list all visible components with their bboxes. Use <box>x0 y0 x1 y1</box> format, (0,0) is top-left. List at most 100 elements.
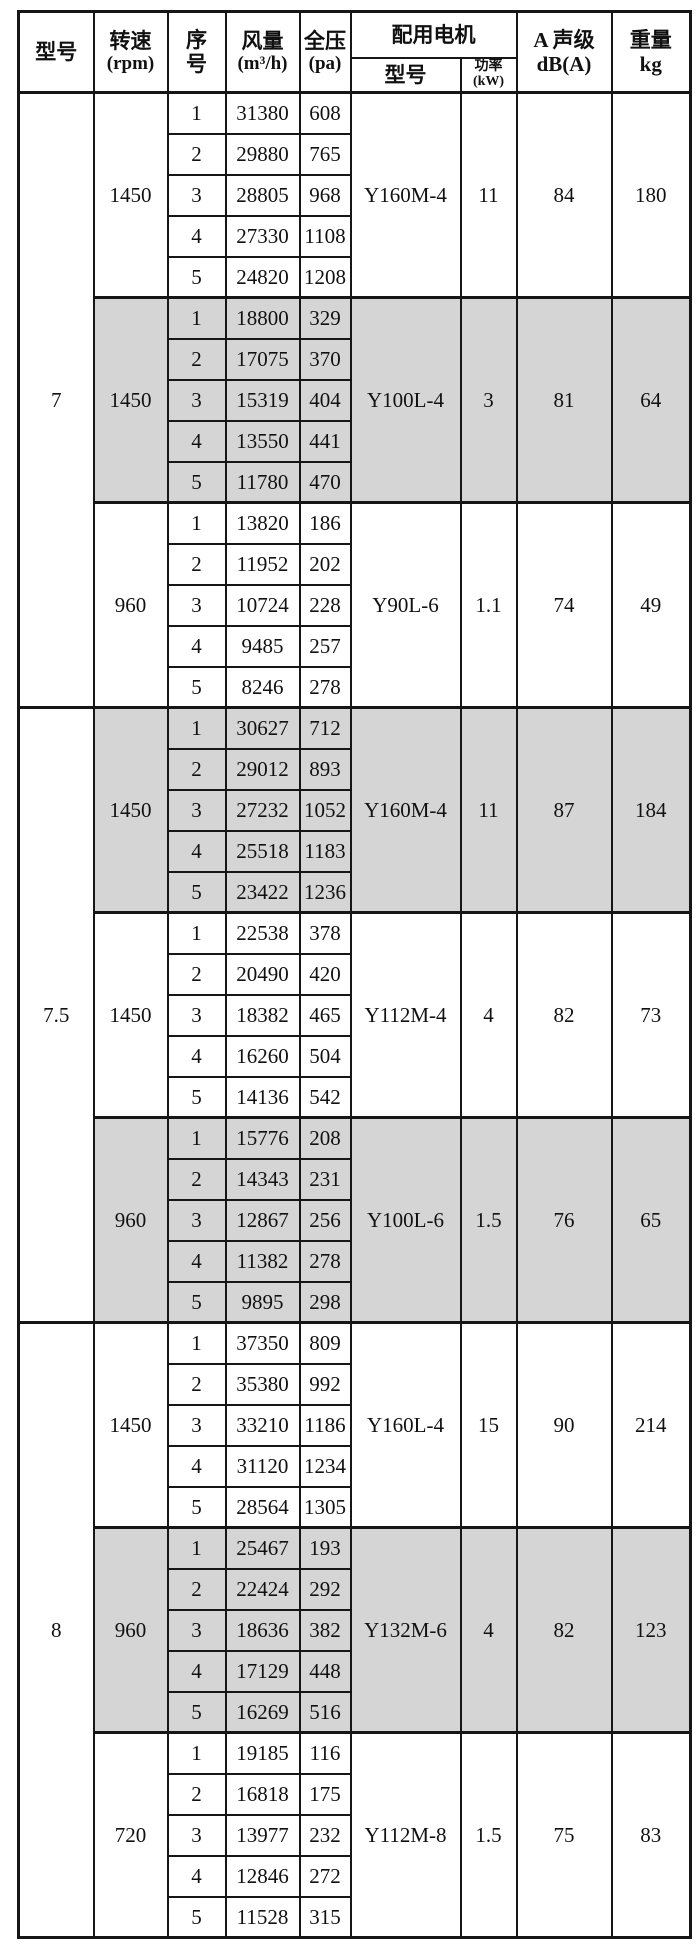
header-motor-power-label: 功率 <box>474 59 503 75</box>
table-row: 2 17075 370 <box>19 337 691 381</box>
serial-cell: 2 <box>166 1772 227 1816</box>
table-row: 4 31120 1234 <box>19 1444 691 1488</box>
table-row: 4 16260 504 <box>19 1034 691 1078</box>
airflow-cell: 15776 <box>224 1116 301 1160</box>
pressure-cell: 1183 <box>298 829 352 873</box>
airflow-cell: 27330 <box>224 214 301 258</box>
airflow-cell: 10724 <box>224 583 301 627</box>
serial-cell: 5 <box>166 665 227 709</box>
pressure-cell: 208 <box>298 1116 352 1160</box>
motor-model-cell: Y132M-6 <box>349 1526 462 1734</box>
serial-cell: 2 <box>166 747 227 791</box>
airflow-cell: 16818 <box>224 1772 301 1816</box>
table-row: 4 9485 257 <box>19 624 691 668</box>
motor-power-cell: 4 <box>459 911 518 1119</box>
table-row: 5 23422 1236 <box>19 870 691 914</box>
serial-cell: 3 <box>166 173 227 217</box>
serial-cell: 2 <box>166 542 227 586</box>
header-airflow-label: 风量 <box>241 29 284 53</box>
header-model-label: 型号 <box>35 39 78 64</box>
serial-cell: 4 <box>166 1444 227 1488</box>
airflow-cell: 13977 <box>224 1813 301 1857</box>
airflow-cell: 33210 <box>224 1403 301 1447</box>
airflow-cell: 11528 <box>224 1895 301 1939</box>
header-speed-unit: (rpm) <box>106 53 155 75</box>
pressure-cell: 292 <box>298 1567 352 1611</box>
pressure-cell: 232 <box>298 1813 352 1857</box>
serial-cell: 1 <box>166 296 227 340</box>
header-serial-label-2: 号 <box>186 52 207 76</box>
pressure-cell: 370 <box>298 337 352 381</box>
airflow-cell: 14136 <box>224 1075 301 1119</box>
header-airflow: 风量 (m³/h) <box>224 10 301 94</box>
noise-cell: 84 <box>515 91 613 299</box>
pressure-cell: 257 <box>298 624 352 668</box>
table-row: 7.5 1450 1 30627 712 Y160M-4 11 87 184 <box>17 706 692 1324</box>
serial-cell: 5 <box>166 460 227 504</box>
serial-cell: 1 <box>166 706 227 750</box>
serial-cell: 1 <box>166 91 227 135</box>
pressure-cell: 608 <box>298 91 352 135</box>
airflow-cell: 28564 <box>224 1485 301 1529</box>
serial-cell: 4 <box>166 1854 227 1898</box>
serial-cell: 5 <box>166 1075 227 1119</box>
airflow-cell: 11382 <box>224 1239 301 1283</box>
pressure-cell: 470 <box>298 460 352 504</box>
table-row: 1450 1 18800 329 Y100L-4 3 81 64 <box>19 296 692 504</box>
rpm-cell: 720 <box>92 1731 169 1939</box>
table-row: 2 11952 202 <box>19 542 691 586</box>
motor-model-cell: Y112M-8 <box>349 1731 462 1939</box>
motor-model-cell: Y100L-6 <box>349 1116 462 1324</box>
header-motor-power: 功率 (kW) <box>459 57 518 94</box>
serial-cell: 3 <box>166 378 227 422</box>
pressure-cell: 272 <box>298 1854 352 1898</box>
header-model: 型号 <box>17 10 95 94</box>
pressure-cell: 231 <box>298 1157 352 1201</box>
weight-cell: 83 <box>610 1731 692 1939</box>
serial-cell: 4 <box>166 1649 227 1693</box>
pressure-cell: 516 <box>298 1690 352 1734</box>
table-row: 4 12846 272 <box>19 1854 691 1898</box>
serial-cell: 1 <box>166 1526 227 1570</box>
motor-model-cell: Y160M-4 <box>349 706 462 914</box>
header-noise: A 声级 dB(A) <box>515 10 613 94</box>
serial-cell: 1 <box>166 1731 227 1775</box>
airflow-cell: 13820 <box>224 501 301 545</box>
table-row: 3 18382 465 <box>19 993 691 1037</box>
table-row: 3 15319 404 <box>19 378 691 422</box>
header-motor-model: 型号 <box>349 57 462 94</box>
pressure-cell: 193 <box>298 1526 352 1570</box>
table-row: 3 27232 1052 <box>19 788 691 832</box>
airflow-cell: 12846 <box>224 1854 301 1898</box>
serial-cell: 3 <box>166 1813 227 1857</box>
pressure-cell: 765 <box>298 132 352 176</box>
pressure-cell: 809 <box>298 1321 352 1365</box>
airflow-cell: 13550 <box>224 419 301 463</box>
motor-power-cell: 3 <box>459 296 518 504</box>
serial-cell: 3 <box>166 993 227 1037</box>
pressure-cell: 465 <box>298 993 352 1037</box>
airflow-cell: 8246 <box>224 665 301 709</box>
noise-cell: 82 <box>515 1526 613 1734</box>
model-cell: 7 <box>17 91 95 709</box>
serial-cell: 3 <box>166 1198 227 1242</box>
table-row: 5 8246 278 <box>19 665 691 709</box>
noise-cell: 76 <box>515 1116 613 1324</box>
serial-cell: 3 <box>166 788 227 832</box>
pressure-cell: 278 <box>298 1239 352 1283</box>
serial-cell: 5 <box>166 1895 227 1939</box>
serial-cell: 4 <box>166 1239 227 1283</box>
airflow-cell: 31380 <box>224 91 301 135</box>
noise-cell: 90 <box>515 1321 613 1529</box>
airflow-cell: 29012 <box>224 747 301 791</box>
pressure-cell: 278 <box>298 665 352 709</box>
serial-cell: 4 <box>166 1034 227 1078</box>
table-row: 2 35380 992 <box>19 1362 691 1406</box>
weight-cell: 73 <box>610 911 692 1119</box>
motor-model-cell: Y160M-4 <box>349 91 462 299</box>
table-row: 3 10724 228 <box>19 583 691 627</box>
weight-cell: 214 <box>610 1321 692 1529</box>
weight-cell: 123 <box>610 1526 692 1734</box>
table-row: 7 1450 1 31380 608 Y160M-4 11 84 180 <box>17 91 692 709</box>
airflow-cell: 14343 <box>224 1157 301 1201</box>
